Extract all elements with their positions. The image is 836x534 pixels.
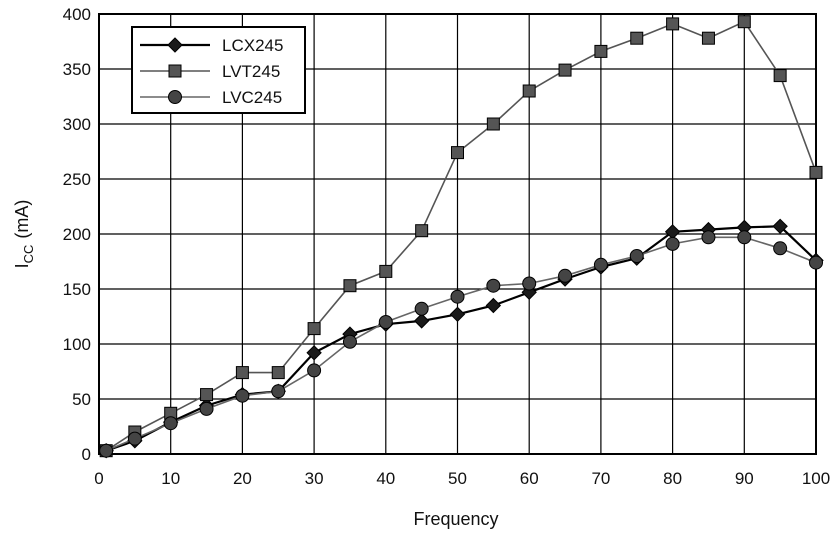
svg-text:ICC(mA): ICC (mA) <box>12 200 36 269</box>
data-point-circle <box>199 401 214 416</box>
data-point-circle <box>414 301 429 316</box>
data-point-circle <box>163 416 178 431</box>
axes <box>98 13 817 455</box>
legend-item-lvc245: LVC245 <box>140 88 282 107</box>
legend-label: LVT245 <box>222 62 280 81</box>
legend-marker-square <box>168 64 182 78</box>
data-point-square <box>594 44 608 58</box>
data-point-circle <box>737 230 752 245</box>
data-point-diamond <box>485 297 502 314</box>
x-tick-label: 40 <box>376 469 395 488</box>
data-point-square <box>701 31 715 45</box>
y-tick-label: 0 <box>82 445 91 464</box>
data-point-circle <box>450 289 465 304</box>
legend-marker-circle <box>168 90 182 104</box>
data-point-square <box>200 388 214 402</box>
data-point-diamond <box>413 313 430 329</box>
data-point-square <box>809 165 823 179</box>
legend: LCX245 LVT245 LVC245 <box>131 26 306 114</box>
y-axis-title-main: I <box>12 263 32 268</box>
data-point-square <box>235 366 249 380</box>
x-tick-label: 0 <box>94 469 103 488</box>
y-axis-title-unit: (mA) <box>12 200 32 239</box>
series-lvc245 <box>99 230 823 458</box>
x-tick-label: 70 <box>591 469 610 488</box>
data-point-circle <box>665 236 680 251</box>
data-point-diamond <box>449 306 466 323</box>
y-tick-label: 250 <box>63 170 91 189</box>
y-tick-label: 150 <box>63 280 91 299</box>
y-tick-label: 200 <box>63 225 91 244</box>
data-point-square <box>773 69 787 83</box>
y-tick-label: 300 <box>63 115 91 134</box>
data-point-circle <box>307 363 322 378</box>
data-point-diamond <box>772 218 788 235</box>
data-point-square <box>486 117 500 131</box>
y-axis-title: ICC (mA) <box>12 200 36 269</box>
data-point-square <box>522 84 536 98</box>
legend-label: LVC245 <box>222 88 282 107</box>
data-point-circle <box>629 249 644 263</box>
data-point-circle <box>773 241 788 256</box>
legend-item-lcx245: LCX245 <box>140 36 283 55</box>
y-tick-label: 400 <box>63 5 91 24</box>
x-axis-title: Frequency <box>413 509 498 529</box>
x-tick-label: 30 <box>305 469 324 488</box>
y-axis-title-sub: CC <box>21 245 36 264</box>
data-point-circle <box>522 276 537 291</box>
x-tick-label: 50 <box>448 469 467 488</box>
data-point-square <box>737 15 751 29</box>
data-point-circle <box>809 255 823 270</box>
x-tick-label: 60 <box>520 469 539 488</box>
data-point-circle <box>486 278 501 293</box>
legend-item-lvt245: LVT245 <box>140 62 280 81</box>
x-tick-label: 100 <box>802 469 830 488</box>
data-point-circle <box>378 315 393 329</box>
data-point-circle <box>342 334 357 349</box>
data-point-circle <box>235 388 250 403</box>
legend-label: LCX245 <box>222 36 283 55</box>
legend-marker-diamond <box>167 37 183 53</box>
y-tick-label: 350 <box>63 60 91 79</box>
data-point-diamond <box>306 345 322 361</box>
series-layer <box>98 15 824 459</box>
data-point-circle <box>271 384 286 399</box>
y-tick-label: 100 <box>63 335 91 354</box>
data-point-circle <box>593 257 608 272</box>
data-point-circle <box>127 431 142 446</box>
data-point-square <box>271 366 285 380</box>
y-tick-label: 50 <box>72 390 91 409</box>
plot-frame <box>98 13 817 455</box>
data-point-square <box>379 264 393 278</box>
x-tick-label: 90 <box>735 469 754 488</box>
data-point-square <box>307 322 321 336</box>
data-point-square <box>415 224 429 238</box>
x-tick-label: 20 <box>233 469 252 488</box>
data-point-square <box>666 17 680 31</box>
x-tick-label: 80 <box>663 469 682 488</box>
x-tick-label: 10 <box>161 469 180 488</box>
data-point-circle <box>558 268 573 283</box>
data-point-square <box>558 63 572 77</box>
data-point-square <box>343 279 357 293</box>
series-lvt245 <box>99 15 823 458</box>
tick-labels: 0 10 20 30 40 50 60 70 80 90 100 0 50 100 150 200 250 300… <box>63 5 831 488</box>
data-point-square <box>451 146 464 160</box>
data-point-square <box>630 31 644 45</box>
data-point-circle <box>99 443 114 458</box>
data-point-circle <box>701 230 716 245</box>
legend-box <box>131 26 306 114</box>
